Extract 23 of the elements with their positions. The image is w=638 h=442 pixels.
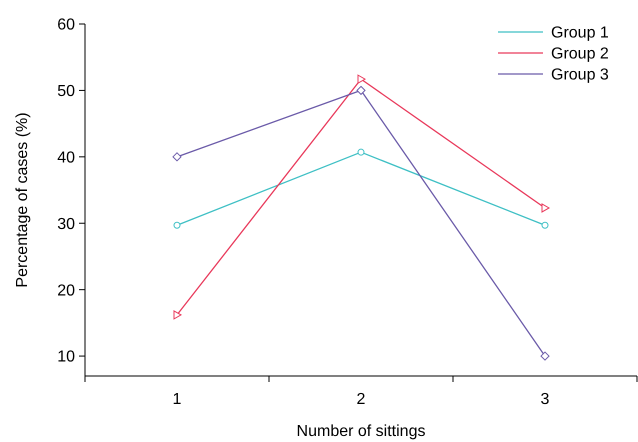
point bbox=[174, 310, 182, 320]
point bbox=[542, 222, 548, 229]
legend-label: Group 2 bbox=[551, 46, 609, 63]
y-tick-label: 50 bbox=[57, 83, 76, 100]
y-tick-label: 30 bbox=[57, 216, 76, 233]
point bbox=[174, 222, 180, 229]
y-tick-label: 20 bbox=[57, 282, 76, 300]
point bbox=[542, 203, 550, 212]
y-axis-title: Percentage of cases (%) bbox=[14, 112, 31, 288]
x-tick-label: 1 bbox=[172, 391, 182, 408]
point bbox=[356, 86, 366, 95]
point bbox=[172, 152, 182, 162]
point bbox=[540, 352, 550, 361]
x-axis-title: Number of sittings bbox=[296, 423, 426, 440]
legend-label: Group 3 bbox=[551, 66, 609, 84]
x-tick-label: 2 bbox=[356, 391, 366, 408]
y-tick-label: 10 bbox=[57, 348, 76, 366]
x-tick-label: 3 bbox=[540, 391, 550, 408]
point bbox=[358, 74, 366, 84]
y-tick-label: 60 bbox=[57, 16, 76, 34]
legend-label: Group 1 bbox=[551, 24, 609, 42]
point bbox=[358, 148, 364, 156]
y-tick-label: 40 bbox=[57, 149, 76, 166]
